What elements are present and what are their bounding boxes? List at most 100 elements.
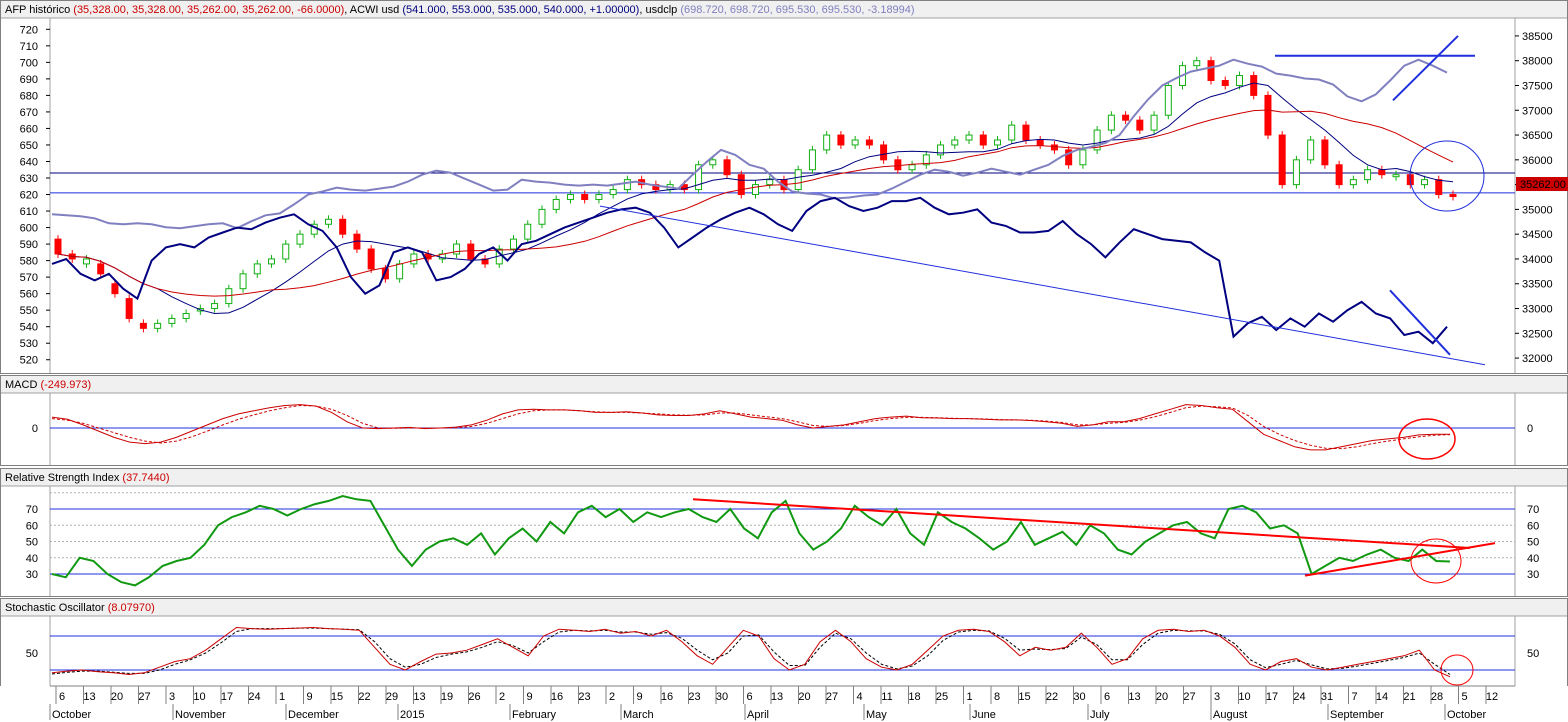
right-tick-label: 37000 <box>1522 105 1553 117</box>
panel-title-bar-stoch <box>1 599 1567 616</box>
candle <box>680 184 688 191</box>
candle <box>296 233 304 245</box>
day-label: 30 <box>716 691 728 703</box>
candle <box>737 174 745 196</box>
candle <box>1321 139 1329 166</box>
price-panel-title: AFP histórico (35,328.00, 35,328.00, 35,… <box>5 4 915 16</box>
last-price-label: 35262.00 <box>1520 179 1566 191</box>
left-tick-label: 640 <box>20 156 38 168</box>
stoch-highlight-circle <box>1440 654 1474 686</box>
candle <box>695 164 703 191</box>
day-label: 9 <box>526 691 532 703</box>
month-label: February <box>512 709 557 721</box>
day-label: 23 <box>578 691 590 703</box>
candle <box>1449 194 1457 198</box>
candle <box>1221 80 1229 86</box>
candle <box>524 223 532 240</box>
day-label: 2 <box>609 691 615 703</box>
candle <box>993 139 1001 146</box>
candle <box>510 238 518 250</box>
day-label: 13 <box>413 691 425 703</box>
left-tick-label: 620 <box>20 190 38 202</box>
macd-right-tick: 0 <box>1527 423 1533 435</box>
day-label: 6 <box>1104 691 1110 703</box>
rsi-left-tick: 70 <box>26 504 38 516</box>
day-label: 20 <box>798 691 810 703</box>
month-label: October <box>1447 709 1486 721</box>
day-label: 3 <box>1214 691 1220 703</box>
day-label: 1 <box>279 691 285 703</box>
candle <box>410 253 418 265</box>
candle <box>538 208 546 225</box>
day-label: 21 <box>1403 691 1415 703</box>
candle <box>880 144 888 161</box>
right-tick-label: 33000 <box>1522 304 1553 316</box>
rsi-panel-title: Relative Strength Index (37.7440) <box>5 472 170 484</box>
day-label: 31 <box>1321 691 1333 703</box>
stoch-left-tick: 50 <box>26 648 38 660</box>
day-label: 6 <box>59 691 65 703</box>
title-part: (35,328.00, 35,328.00, 35,262.00, 35,262… <box>73 4 344 16</box>
candle <box>1392 174 1400 178</box>
day-label: 9 <box>306 691 312 703</box>
macd-signal-line <box>51 404 1451 450</box>
day-label: 27 <box>138 691 150 703</box>
rsi-right-tick: 60 <box>1527 520 1539 532</box>
day-label: 13 <box>1128 691 1140 703</box>
candle <box>894 159 902 171</box>
candle <box>1307 139 1315 161</box>
last-price-badge <box>1516 177 1568 191</box>
day-label: 16 <box>661 691 673 703</box>
day-label: 24 <box>1293 691 1305 703</box>
left-tick-label: 590 <box>20 239 38 251</box>
candle <box>1364 169 1372 181</box>
day-label: 14 <box>1376 691 1388 703</box>
left-tick-label: 570 <box>20 272 38 284</box>
title-part: (541.000, 553.000, 535.000, 540.000, +1.… <box>402 4 639 16</box>
left-tick-label: 680 <box>20 90 38 102</box>
candle <box>1378 169 1386 176</box>
candle <box>752 184 759 196</box>
candle <box>623 179 631 191</box>
right-tick-label: 32500 <box>1522 328 1553 340</box>
left-tick-label: 580 <box>20 256 38 268</box>
candle <box>1235 75 1243 86</box>
day-label: 8 <box>994 691 1000 703</box>
macd-line <box>51 404 1450 451</box>
candle <box>1250 75 1258 96</box>
month-label: August <box>1213 709 1247 721</box>
left-tick-label: 600 <box>20 223 38 235</box>
candle <box>1335 164 1343 186</box>
day-label: 16 <box>551 691 563 703</box>
title-part: AFP histórico <box>5 4 73 16</box>
day-label: 17 <box>1266 691 1278 703</box>
candle <box>552 198 560 210</box>
month-label: 2015 <box>400 709 424 721</box>
acwi-short-trendline <box>1389 289 1451 356</box>
left-tick-label: 700 <box>20 57 38 69</box>
day-label: 27 <box>1183 691 1195 703</box>
candle <box>1008 124 1016 141</box>
rsi-right-tick: 50 <box>1527 537 1539 549</box>
left-tick-label: 560 <box>20 289 38 301</box>
day-label: 3 <box>169 691 175 703</box>
panel-title-bar-macd <box>1 376 1567 393</box>
right-tick-label: 32000 <box>1522 353 1553 365</box>
right-tick-label: 33500 <box>1522 279 1553 291</box>
month-label: November <box>175 709 226 721</box>
title-part: usdclp <box>645 4 680 16</box>
stoch-right-tick: 50 <box>1527 648 1539 660</box>
day-label: 13 <box>771 691 783 703</box>
rsi-right-tick: 70 <box>1527 504 1539 516</box>
month-label: December <box>288 709 339 721</box>
candle <box>566 194 574 200</box>
panel-title-bar-rsi <box>1 469 1567 486</box>
rsi-left-tick: 50 <box>26 537 38 549</box>
candle <box>1150 114 1158 131</box>
day-label: 10 <box>1238 691 1250 703</box>
day-label: 15 <box>331 691 343 703</box>
left-tick-label: 550 <box>20 305 38 317</box>
candle <box>1079 149 1087 166</box>
day-label: 23 <box>688 691 700 703</box>
candle <box>965 134 973 141</box>
